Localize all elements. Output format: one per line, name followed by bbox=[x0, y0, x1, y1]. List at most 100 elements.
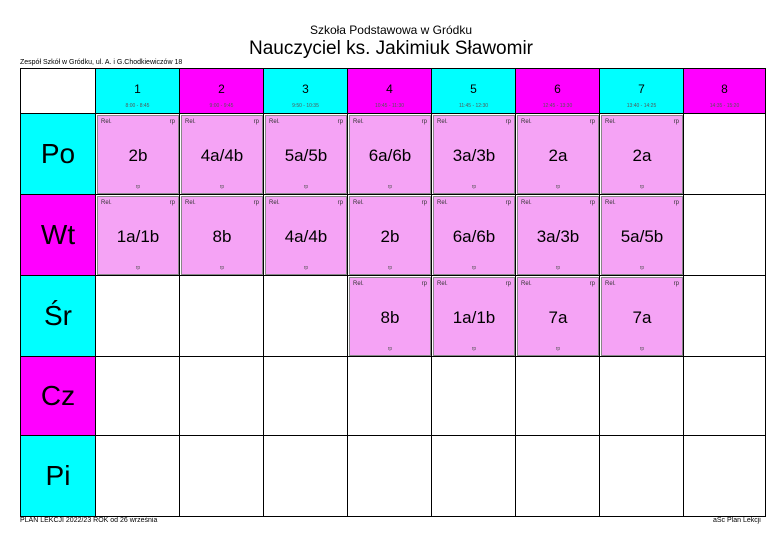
timetable-cell bbox=[684, 276, 766, 357]
lesson-class: 5a/5b bbox=[620, 227, 664, 246]
lesson-card[interactable]: Rel. rp 8b rp bbox=[181, 196, 263, 275]
lesson-room: rp bbox=[673, 200, 679, 206]
lesson-subject: Rel. bbox=[437, 281, 448, 287]
lesson-room: rp bbox=[505, 281, 511, 287]
period-time: 11:45 - 12:30 bbox=[458, 103, 489, 109]
lesson-subject: Rel. bbox=[605, 200, 616, 206]
lesson-teacher: rp bbox=[639, 184, 645, 190]
lesson-class: 2a bbox=[632, 146, 652, 165]
lesson-room: rp bbox=[505, 200, 511, 206]
timetable-cell bbox=[264, 276, 348, 357]
lesson-card[interactable]: Rel. rp 4a/4b rp bbox=[265, 196, 347, 275]
period-header-6: 6 12:45 - 13:30 bbox=[516, 69, 600, 114]
lesson-card[interactable]: Rel. rp 4a/4b rp bbox=[181, 115, 263, 194]
day-label-cz: Cz bbox=[21, 357, 96, 436]
footer-app-name: aSc Plan Lekcji bbox=[713, 517, 761, 524]
lesson-card[interactable]: Rel. rp 7a rp bbox=[517, 277, 599, 356]
timetable-cell bbox=[96, 357, 180, 436]
lesson-class: 3a/3b bbox=[452, 146, 496, 165]
timetable-cell bbox=[600, 276, 684, 357]
lesson-room: rp bbox=[589, 281, 595, 287]
period-header-1: 1 8:00 - 8:45 bbox=[96, 69, 180, 114]
lesson-subject: Rel. bbox=[605, 119, 616, 125]
lesson-room: rp bbox=[253, 200, 259, 206]
timetable-cell bbox=[684, 357, 766, 436]
lesson-subject: Rel. bbox=[185, 200, 196, 206]
period-header-2: 2 9:00 - 9:45 bbox=[180, 69, 264, 114]
timetable-cell bbox=[516, 114, 600, 195]
lesson-card[interactable]: Rel. rp 7a rp bbox=[601, 277, 683, 356]
period-number: 2 bbox=[218, 82, 225, 96]
period-header-4: 4 10:45 - 11:30 bbox=[348, 69, 432, 114]
timetable-cell bbox=[684, 436, 766, 517]
lesson-card[interactable]: Rel. rp 6a/6b rp bbox=[349, 115, 431, 194]
timetable-cell bbox=[348, 276, 432, 357]
period-time: 12:45 - 13:30 bbox=[542, 103, 573, 109]
lesson-class: 3a/3b bbox=[536, 227, 580, 246]
period-header-5: 5 11:45 - 12:30 bbox=[432, 69, 516, 114]
lesson-class: 4a/4b bbox=[200, 146, 244, 165]
lesson-teacher: rp bbox=[219, 265, 225, 271]
period-number: 4 bbox=[386, 82, 393, 96]
timetable-cell bbox=[516, 276, 600, 357]
lesson-card[interactable]: Rel. rp 8b rp bbox=[349, 277, 431, 356]
lesson-subject: Rel. bbox=[353, 281, 364, 287]
lesson-room: rp bbox=[421, 281, 427, 287]
lesson-room: rp bbox=[589, 119, 595, 125]
lesson-card[interactable]: Rel. rp 1a/1b rp bbox=[97, 196, 179, 275]
lesson-card[interactable]: Rel. rp 2b rp bbox=[349, 196, 431, 275]
school-name: Szkoła Podstawowa w Gródku bbox=[309, 23, 473, 37]
timetable-grid: 1 8:00 - 8:45 2 9:00 - 9:45 3 9:50 - 10:35 4 10… bbox=[20, 68, 766, 517]
lesson-teacher: rp bbox=[555, 265, 561, 271]
timetable-cell bbox=[180, 195, 264, 276]
lesson-class: 4a/4b bbox=[284, 227, 328, 246]
lesson-class: 7a bbox=[548, 308, 568, 327]
timetable-cell bbox=[432, 114, 516, 195]
lesson-subject: Rel. bbox=[185, 119, 196, 125]
lesson-room: rp bbox=[337, 119, 343, 125]
timetable-cell bbox=[96, 195, 180, 276]
lesson-subject: Rel. bbox=[269, 200, 280, 206]
day-label-wt: Wt bbox=[21, 195, 96, 276]
period-number: 6 bbox=[554, 82, 561, 96]
timetable-cell bbox=[264, 114, 348, 195]
timetable-cell bbox=[96, 276, 180, 357]
school-address: Zespół Szkół w Gródku, ul. A. i G.Chodki… bbox=[20, 59, 183, 66]
timetable-cell bbox=[180, 357, 264, 436]
lesson-room: rp bbox=[253, 119, 259, 125]
lesson-card[interactable]: Rel. rp 2a rp bbox=[601, 115, 683, 194]
lesson-card[interactable]: Rel. rp 2b rp bbox=[97, 115, 179, 194]
timetable-cell bbox=[684, 114, 766, 195]
lesson-subject: Rel. bbox=[521, 119, 532, 125]
period-time: 10:45 - 11:30 bbox=[374, 103, 405, 109]
timetable-cell bbox=[180, 436, 264, 517]
timetable-cell bbox=[264, 436, 348, 517]
timetable-cell bbox=[348, 436, 432, 517]
lesson-room: rp bbox=[421, 119, 427, 125]
day-label-śr: Śr bbox=[21, 276, 96, 357]
lesson-teacher: rp bbox=[555, 184, 561, 190]
period-number: 5 bbox=[470, 82, 477, 96]
lesson-teacher: rp bbox=[471, 184, 477, 190]
lesson-card[interactable]: Rel. rp 3a/3b rp bbox=[433, 115, 515, 194]
lesson-card[interactable]: Rel. rp 5a/5b rp bbox=[601, 196, 683, 275]
timetable-cell bbox=[432, 276, 516, 357]
lesson-card[interactable]: Rel. rp 5a/5b rp bbox=[265, 115, 347, 194]
lesson-room: rp bbox=[169, 119, 175, 125]
lesson-card[interactable]: Rel. rp 2a rp bbox=[517, 115, 599, 194]
lesson-class: 6a/6b bbox=[452, 227, 496, 246]
lesson-card[interactable]: Rel. rp 3a/3b rp bbox=[517, 196, 599, 275]
lesson-card[interactable]: Rel. rp 1a/1b rp bbox=[433, 277, 515, 356]
timetable-cell bbox=[432, 436, 516, 517]
lesson-card[interactable]: Rel. rp 6a/6b rp bbox=[433, 196, 515, 275]
period-header-3: 3 9:50 - 10:35 bbox=[264, 69, 348, 114]
lesson-teacher: rp bbox=[639, 346, 645, 352]
period-time: 9:00 - 9:45 bbox=[209, 103, 234, 109]
lesson-class: 8b bbox=[212, 227, 232, 246]
lesson-class: 7a bbox=[632, 308, 652, 327]
timetable-cell bbox=[600, 114, 684, 195]
timetable-cell bbox=[432, 357, 516, 436]
lesson-teacher: rp bbox=[555, 346, 561, 352]
period-number: 8 bbox=[721, 82, 728, 96]
timetable-cell bbox=[348, 195, 432, 276]
